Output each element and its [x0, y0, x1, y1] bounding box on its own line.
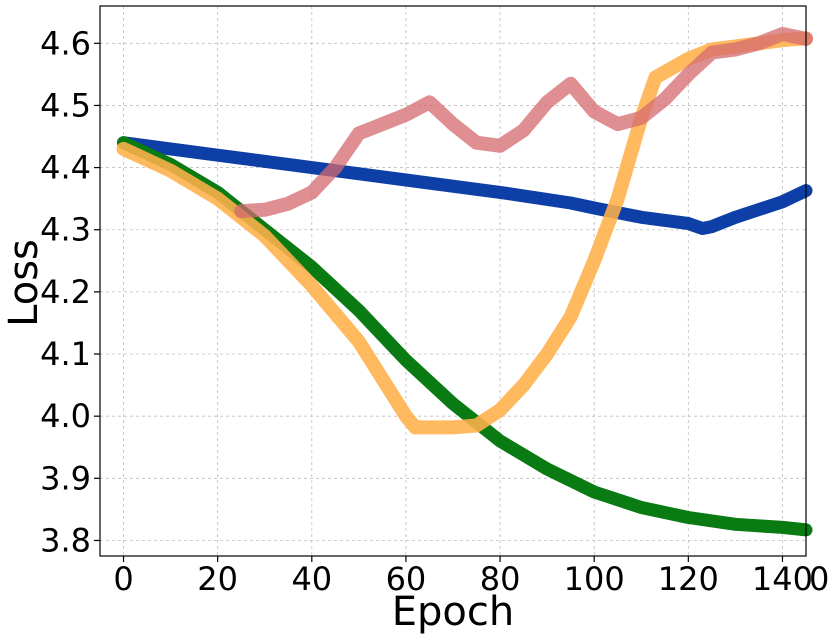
plot-frame — [99, 5, 807, 557]
y-axis-title: Loss — [1, 239, 47, 327]
x-tick-label: 0 — [113, 560, 133, 598]
x-tick-label-partial: 0 — [809, 560, 829, 598]
y-tick-label: 3.9 — [40, 459, 91, 497]
y-tick-label: 3.8 — [40, 521, 91, 559]
series-line-blue — [117, 136, 813, 235]
x-tick-label: 80 — [480, 560, 521, 598]
grid — [100, 6, 806, 556]
x-axis-title: Epoch — [392, 589, 514, 635]
y-ticks: 3.8 3.9 4.0 4.1 4.2 4.3 4.4 4.5 4.6 — [40, 24, 100, 559]
x-tick-label: 100 — [564, 560, 625, 598]
y-tick-label: 4.5 — [40, 86, 91, 124]
y-tick-label: 4.2 — [40, 273, 91, 311]
x-tick-label: 120 — [658, 560, 719, 598]
y-tick-label: 4.1 — [40, 335, 91, 373]
x-ticks: 0 20 40 60 80 100 120 140 — [113, 556, 813, 598]
y-tick-label: 4.4 — [40, 149, 91, 187]
x-tick-label: 60 — [386, 560, 427, 598]
x-tick-label: 40 — [291, 560, 332, 598]
y-tick-label: 4.0 — [40, 397, 91, 435]
series-line-red — [234, 27, 813, 219]
x-tick-label: 140 — [752, 560, 813, 598]
series-lines — [116, 27, 813, 537]
x-tick-label: 20 — [197, 560, 238, 598]
y-tick-label: 4.3 — [40, 211, 91, 249]
y-tick-label: 4.6 — [40, 24, 91, 62]
